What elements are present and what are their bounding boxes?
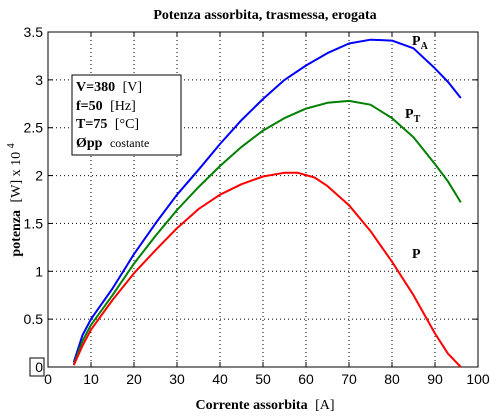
series-line-pt <box>72 99 462 365</box>
series-label-pa: PA <box>412 34 429 52</box>
y-tick-label: 2.5 <box>24 120 44 136</box>
annotation-flux-note: costante <box>110 136 149 150</box>
annotation-voltage: V=380 [V] <box>76 80 142 95</box>
x-tick-label: 20 <box>126 371 142 387</box>
annotation-frequency-value: f=50 <box>76 99 103 114</box>
annotation-frequency-unit: [Hz] <box>110 99 136 114</box>
x-tick-label: 100 <box>466 371 490 387</box>
series-label-subscript: A <box>421 41 429 52</box>
axis-origin-marker <box>29 357 45 377</box>
y-axis: 0 0.5 1 1.5 2 2.5 3 3.5 <box>24 24 478 375</box>
annotation-temperature-value: T=75 <box>76 117 107 132</box>
x-tick-label: 40 <box>212 371 228 387</box>
series-label-main: P <box>412 247 421 262</box>
y-tick-label: 0 <box>35 359 43 375</box>
parameter-annotation: V=380 [V] f=50 [Hz] T=75 [°C] Øpp costan… <box>71 74 182 156</box>
y-axis-label-exponent: 4 <box>6 143 17 148</box>
annotation-flux: Øpp costante <box>76 136 149 151</box>
annotation-box <box>71 74 182 156</box>
y-tick-label: 1 <box>35 263 43 279</box>
x-tick-label: 0 <box>44 371 52 387</box>
x-tick-label: 30 <box>169 371 185 387</box>
x-axis-label-text: Corrente assorbita <box>195 398 307 413</box>
x-axis-label-unit: [A] <box>315 398 334 413</box>
series-label-main: P <box>405 107 414 122</box>
annotation-temperature-unit: [°C] <box>115 117 139 132</box>
x-tick-label: 80 <box>384 371 400 387</box>
y-tick-label: 1.5 <box>24 215 44 231</box>
y-tick-label: 3 <box>35 72 43 88</box>
x-tick-label: 70 <box>341 371 357 387</box>
series-line-p <box>72 171 462 368</box>
annotation-voltage-unit: [V] <box>123 80 142 95</box>
y-tick-label: 2 <box>35 168 43 184</box>
annotation-frequency: f=50 [Hz] <box>76 99 136 114</box>
x-tick-label: 50 <box>255 371 271 387</box>
y-axis-label-unit: [W] x 10 <box>9 152 24 203</box>
series-line-pa <box>72 38 462 363</box>
y-axis-label: potenza [W] x 10 4 <box>6 143 24 256</box>
annotation-temperature: T=75 [°C] <box>76 117 139 132</box>
series-label-pt: PT <box>405 107 421 125</box>
x-axis: 0 10 20 30 40 50 60 70 80 90 100 <box>44 32 490 387</box>
y-tick-label: 3.5 <box>24 24 44 40</box>
chart-title: Potenza assorbita, trasmessa, erogata <box>153 8 376 23</box>
annotation-flux-value: Øpp <box>76 136 103 151</box>
x-tick-label: 10 <box>83 371 99 387</box>
annotation-voltage-value: V=380 <box>76 80 115 95</box>
series-label-main: P <box>412 34 421 49</box>
y-axis-label-text: potenza <box>9 210 24 257</box>
y-tick-label: 0.5 <box>24 311 44 327</box>
series-label-p: P <box>412 247 421 262</box>
series-label-subscript: T <box>414 114 421 125</box>
x-axis-label: Corrente assorbita [A] <box>195 398 334 413</box>
x-tick-label: 60 <box>298 371 314 387</box>
x-tick-label: 90 <box>427 371 443 387</box>
